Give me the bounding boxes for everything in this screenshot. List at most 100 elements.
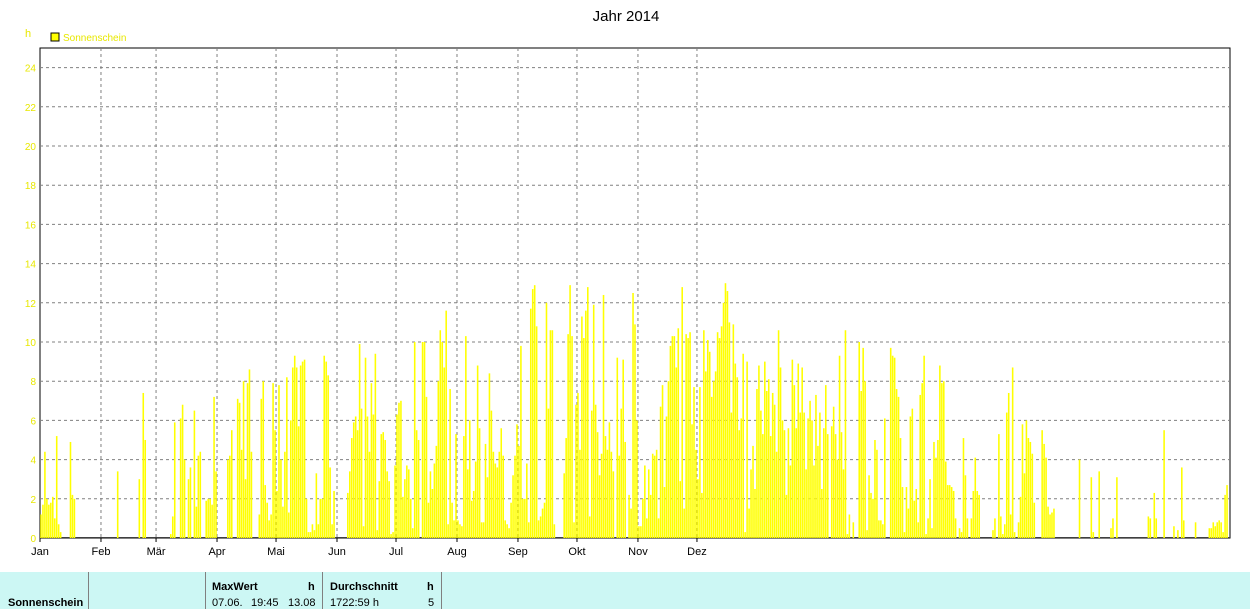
x-tick-label: Jan (31, 546, 49, 558)
bar (903, 532, 906, 538)
bar (171, 516, 174, 538)
y-tick-label: 22 (25, 103, 37, 114)
bar (417, 440, 420, 538)
bar (1208, 528, 1211, 538)
bar (366, 416, 369, 538)
bar (718, 338, 721, 538)
bar (677, 328, 680, 538)
bar (858, 342, 861, 538)
bar (295, 367, 298, 538)
bar (608, 422, 611, 538)
bar (769, 436, 772, 538)
bar (941, 383, 943, 538)
bar (349, 471, 351, 538)
bar (1017, 522, 1020, 538)
bar (512, 475, 514, 538)
bar (809, 400, 811, 538)
bar (874, 440, 876, 538)
bar (250, 451, 253, 538)
bar (758, 365, 760, 538)
x-tick-label: Okt (568, 546, 585, 558)
bar (59, 532, 62, 538)
bar (278, 385, 280, 538)
bar (1002, 534, 1004, 538)
bar (1019, 496, 1022, 538)
bar (978, 494, 980, 538)
bar (297, 426, 300, 538)
bar (510, 502, 512, 538)
bar (382, 432, 385, 538)
bar (915, 489, 918, 538)
bar (925, 534, 927, 538)
bar (962, 438, 965, 538)
bar (170, 534, 172, 538)
bar (653, 455, 656, 538)
bar (398, 402, 400, 538)
bar (522, 498, 524, 538)
bar (775, 451, 778, 538)
bar (492, 451, 495, 538)
bar (581, 316, 583, 538)
bar (683, 508, 685, 538)
bar (327, 375, 329, 538)
bar (1023, 473, 1026, 538)
bar (372, 414, 375, 538)
bar (911, 408, 914, 538)
bar (439, 330, 442, 538)
legend-label: Sonnenschein (63, 33, 126, 44)
bar (779, 367, 782, 538)
bar (1220, 522, 1222, 538)
bar (362, 526, 365, 538)
bar (352, 422, 355, 538)
bar (370, 383, 373, 538)
bar (642, 498, 644, 538)
bar (905, 487, 908, 538)
bar (183, 459, 186, 538)
bar (927, 518, 929, 538)
bar (844, 330, 847, 538)
bar (260, 398, 263, 538)
y-tick-label: 16 (25, 220, 37, 231)
bar (622, 359, 624, 538)
bar (1222, 532, 1224, 538)
bar (661, 385, 664, 538)
bar (290, 420, 292, 538)
bar (447, 524, 449, 538)
bar (992, 530, 994, 538)
x-ticks: Jan Feb Mär Apr Mai Jun Jul Aug Sep Okt Nov Dez (31, 538, 707, 558)
bar (402, 496, 404, 538)
bar (691, 424, 693, 538)
bar (1149, 518, 1152, 538)
bar (484, 443, 487, 538)
bar (461, 526, 463, 538)
bar (734, 363, 737, 538)
bar (431, 489, 434, 538)
bar (333, 490, 335, 538)
bar (553, 524, 556, 538)
bar (358, 343, 361, 538)
bar (547, 408, 550, 538)
bar (388, 481, 390, 538)
bar (846, 534, 849, 538)
bar (714, 371, 717, 538)
bar (238, 402, 241, 538)
max-header: MaxWert (212, 581, 258, 593)
bar (187, 479, 190, 538)
bar (575, 404, 577, 538)
bar (579, 449, 581, 538)
bar (1155, 518, 1158, 538)
bar (40, 514, 42, 538)
bar (496, 467, 499, 538)
bar (533, 285, 536, 538)
y-tick-label: 0 (30, 534, 36, 545)
bar (551, 330, 554, 538)
stats-label-cell: Sonnenschein (0, 572, 89, 609)
bar (703, 330, 705, 538)
bar (764, 361, 766, 538)
bar (73, 498, 76, 538)
bar (1013, 532, 1016, 538)
bar (1147, 516, 1150, 538)
bar (687, 338, 689, 538)
y-tick-label: 12 (25, 299, 37, 310)
bar (880, 520, 882, 538)
